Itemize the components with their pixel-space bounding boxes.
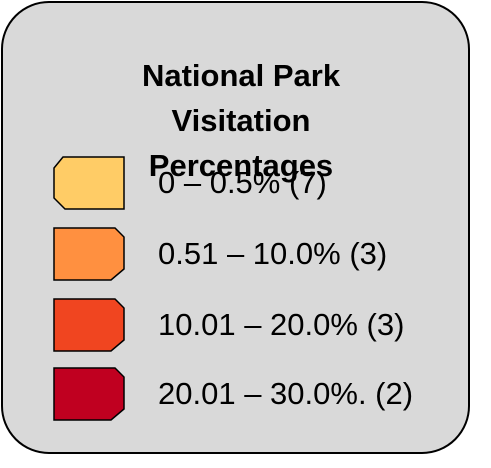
legend-swatch-3: [53, 298, 125, 352]
legend-title-line-2: Visitation: [171, 103, 311, 138]
legend-title: National Park Visitation Percentages: [51, 53, 431, 188]
legend-title-line-1: National Park: [141, 58, 341, 93]
legend-label-4: 20.01 – 30.0%. (2): [158, 376, 414, 411]
legend-title-line-3: Percentages: [148, 148, 334, 183]
legend-swatch-2: [53, 227, 125, 281]
legend-item-1: 0 – 0.5% (7): [53, 156, 483, 210]
legend-label-3: 10.01 – 20.0% (3): [158, 307, 405, 342]
legend-label-1: 0 – 0.5% (7): [158, 165, 327, 200]
legend-item-4: 20.01 – 30.0%. (2): [53, 367, 483, 421]
legend-label-2: 0.51 – 10.0% (3): [158, 236, 388, 271]
legend-swatch-4: [53, 367, 125, 421]
legend-item-3: 10.01 – 20.0% (3): [53, 298, 483, 352]
legend-item-2: 0.51 – 10.0% (3): [53, 227, 483, 281]
legend-swatch-1: [53, 156, 125, 210]
